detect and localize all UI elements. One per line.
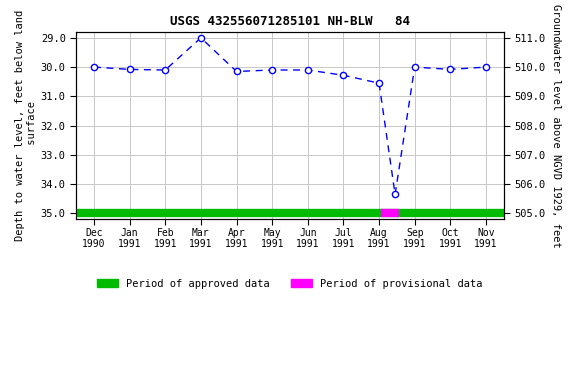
Y-axis label: Groundwater level above NGVD 1929, feet: Groundwater level above NGVD 1929, feet (551, 4, 561, 248)
Y-axis label: Depth to water level, feet below land
 surface: Depth to water level, feet below land su… (15, 10, 37, 241)
Title: USGS 432556071285101 NH-BLW   84: USGS 432556071285101 NH-BLW 84 (170, 15, 410, 28)
Legend: Period of approved data, Period of provisional data: Period of approved data, Period of provi… (93, 275, 487, 293)
